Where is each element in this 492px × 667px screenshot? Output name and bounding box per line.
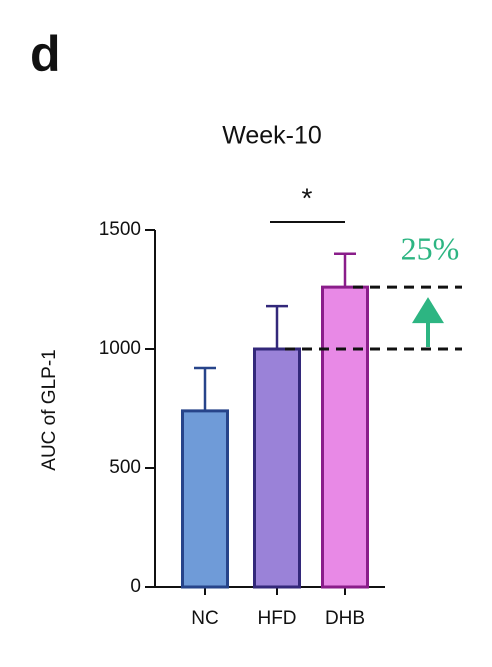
y-tick-label: 500: [109, 457, 141, 478]
annotation: 25%: [401, 230, 460, 266]
y-tick-label: 1500: [99, 219, 141, 240]
bar: [253, 347, 301, 589]
panel-label: d: [30, 26, 61, 82]
x-tick-label: HFD: [257, 608, 296, 629]
significance-star: *: [302, 182, 313, 213]
y-tick-label: 1000: [99, 338, 141, 359]
x-tick-label: DHB: [325, 608, 365, 629]
y-tick-label: 0: [130, 576, 141, 597]
chart-title: Week-10: [222, 122, 322, 150]
bar: [181, 409, 229, 589]
increase-arrow-head: [412, 297, 444, 324]
bar: [321, 285, 369, 589]
x-tick-label: NC: [191, 608, 218, 629]
y-axis-label: AUC of GLP-1: [39, 349, 60, 470]
